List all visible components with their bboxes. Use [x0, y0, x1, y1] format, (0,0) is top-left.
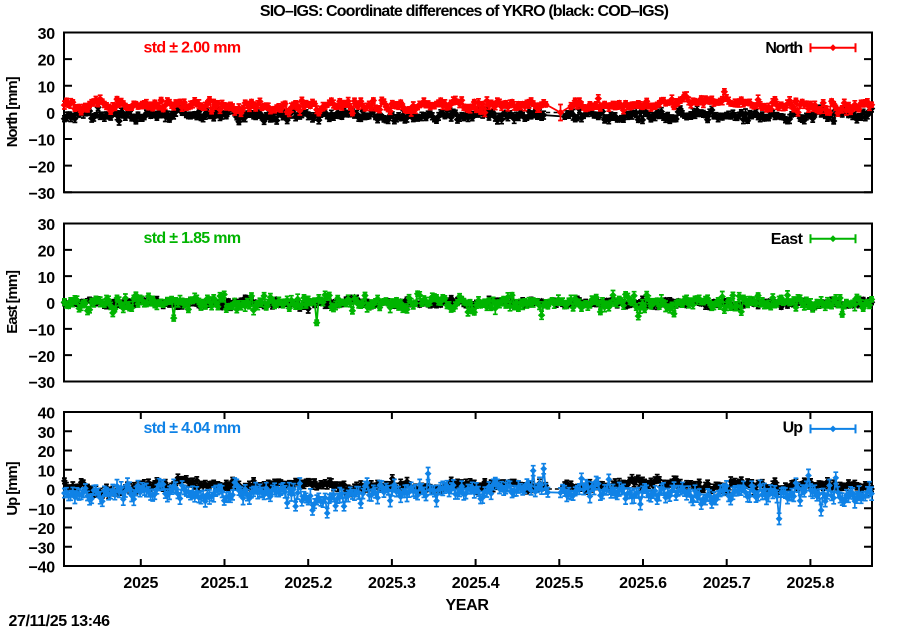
svg-text:std ± 2.00 mm: std ± 2.00 mm — [144, 39, 241, 56]
svg-text:Up [mm]: Up [mm] — [4, 461, 21, 515]
svg-text:2025.5: 2025.5 — [535, 575, 583, 592]
svg-text:−30: −30 — [28, 540, 55, 557]
svg-text:40: 40 — [38, 406, 56, 423]
svg-text:30: 30 — [38, 217, 56, 234]
svg-text:−20: −20 — [28, 521, 55, 538]
svg-text:std ± 4.04 mm: std ± 4.04 mm — [144, 420, 241, 437]
svg-text:−20: −20 — [28, 159, 55, 176]
svg-text:2025.6: 2025.6 — [619, 575, 667, 592]
svg-text:0: 0 — [46, 296, 55, 313]
svg-text:10: 10 — [38, 463, 56, 480]
svg-text:20: 20 — [38, 444, 56, 461]
svg-text:North: North — [765, 40, 802, 57]
svg-text:10: 10 — [38, 79, 56, 96]
svg-text:2025.4: 2025.4 — [452, 575, 500, 592]
svg-text:20: 20 — [38, 53, 56, 70]
svg-text:0: 0 — [46, 483, 55, 500]
svg-text:30: 30 — [38, 425, 56, 442]
svg-text:27/11/25 13:46: 27/11/25 13:46 — [9, 613, 111, 630]
svg-text:10: 10 — [38, 270, 56, 287]
svg-text:−10: −10 — [28, 133, 55, 150]
svg-text:North [mm]: North [mm] — [4, 76, 21, 147]
svg-text:YEAR: YEAR — [445, 597, 489, 614]
svg-text:Up: Up — [783, 420, 804, 437]
svg-text:2025.7: 2025.7 — [703, 575, 751, 592]
svg-text:2025.3: 2025.3 — [368, 575, 416, 592]
svg-text:2025.2: 2025.2 — [284, 575, 332, 592]
svg-text:−30: −30 — [28, 186, 55, 203]
svg-text:20: 20 — [38, 243, 56, 260]
svg-text:−10: −10 — [28, 502, 55, 519]
svg-text:−10: −10 — [28, 322, 55, 339]
svg-text:−40: −40 — [28, 560, 55, 577]
svg-text:−20: −20 — [28, 349, 55, 366]
svg-text:2025.1: 2025.1 — [201, 575, 249, 592]
svg-text:East [mm]: East [mm] — [4, 270, 21, 334]
svg-text:0: 0 — [46, 106, 55, 123]
svg-text:East: East — [771, 231, 804, 248]
svg-text:30: 30 — [38, 26, 56, 43]
svg-text:SIO–IGS: Coordinate difference: SIO–IGS: Coordinate differences of YKRO … — [260, 3, 669, 20]
svg-text:2025.8: 2025.8 — [787, 575, 835, 592]
svg-text:2025: 2025 — [123, 575, 158, 592]
svg-text:−30: −30 — [28, 375, 55, 392]
svg-text:std ± 1.85 mm: std ± 1.85 mm — [144, 230, 241, 247]
